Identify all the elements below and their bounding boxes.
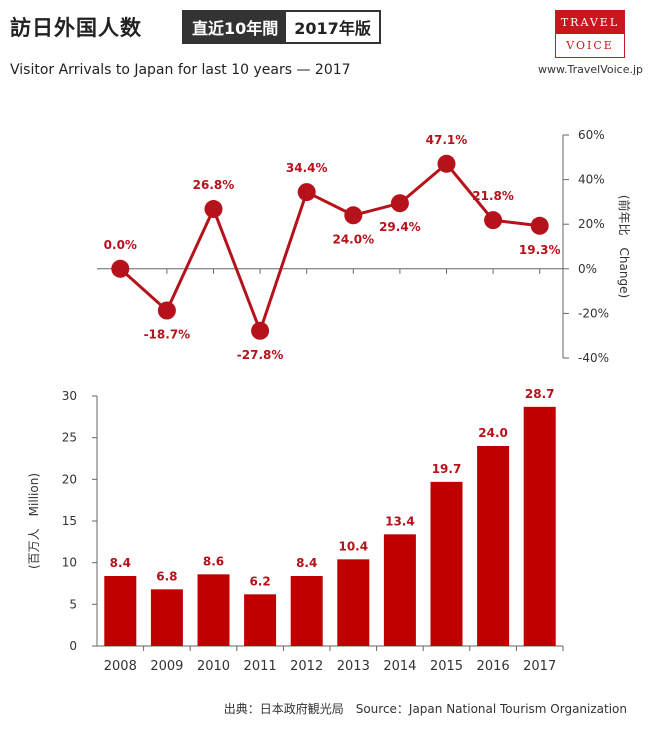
travelvoice-logo: TRAVEL VOICE (555, 10, 625, 58)
arrivals-bar (337, 559, 370, 646)
arrivals-data-label: 6.8 (156, 569, 177, 583)
bar-y-tick-label: 10 (62, 556, 77, 570)
bar-x-tick-label: 2015 (430, 659, 463, 674)
edition-badge-label: 2017年版 (286, 12, 379, 42)
line-y-tick-label: 60% (578, 128, 605, 142)
arrivals-bar (197, 574, 230, 646)
arrivals-data-label: 6.2 (249, 574, 270, 588)
change-series-line (119, 161, 540, 336)
change-data-label: -18.7% (144, 328, 191, 342)
line-y-tick-label: 0% (578, 262, 597, 276)
arrivals-bar (383, 534, 416, 646)
page-title: 訪日外国人数 (10, 16, 142, 40)
arrivals-bar (477, 446, 510, 646)
line-y-tick-label: -20% (578, 306, 609, 320)
bar-x-tick-label: 2012 (290, 659, 323, 674)
bar-x-tick-label: 2010 (197, 659, 230, 674)
bar-x-tick-label: 2014 (383, 659, 416, 674)
change-data-label: -27.8% (237, 348, 284, 362)
bar-x-tick-label: 2011 (244, 659, 277, 674)
bar-y-tick-label: 30 (62, 389, 77, 403)
change-point (204, 200, 223, 219)
period-badge: 直近10年間 2017年版 (182, 10, 381, 44)
arrivals-bar (430, 481, 463, 646)
bar-x-tick-label: 2009 (150, 659, 183, 674)
line-y-axis-label: (前年比 Change) (617, 195, 632, 298)
bar-y-tick-label: 0 (69, 639, 77, 653)
change-data-label: 0.0% (104, 238, 137, 252)
arrivals-bar (104, 576, 137, 646)
bar-y-tick-label: 5 (69, 597, 77, 611)
arrivals-bar (244, 594, 277, 646)
logo-bottom-text: VOICE (566, 38, 614, 52)
change-point (530, 216, 549, 235)
bar-y-tick-label: 15 (62, 514, 77, 528)
change-data-label: 47.1% (426, 133, 468, 147)
source-credit: 出典：日本政府観光局 Source：Japan National Tourism… (223, 702, 627, 716)
change-data-label: 21.8% (472, 189, 514, 203)
arrivals-data-label: 13.4 (385, 514, 415, 528)
bar-x-tick-label: 2016 (477, 659, 510, 674)
change-point (157, 301, 176, 320)
change-data-label: 24.0% (332, 232, 374, 246)
arrivals-data-label: 28.7 (525, 387, 555, 401)
change-data-label: 34.4% (286, 161, 328, 175)
line-y-tick-label: 20% (578, 217, 605, 231)
arrivals-data-label: 19.7 (432, 462, 462, 476)
logo-top-text: TRAVEL (556, 11, 624, 34)
arrivals-bar (523, 406, 556, 646)
arrivals-data-label: 8.6 (203, 554, 224, 568)
arrivals-data-label: 8.4 (296, 556, 317, 570)
change-point (390, 194, 409, 213)
change-point (251, 321, 270, 340)
bar-x-tick-label: 2008 (104, 659, 137, 674)
change-data-label: 19.3% (519, 243, 561, 257)
chart-subtitle: Visitor Arrivals to Japan for last 10 ye… (10, 62, 351, 78)
change-data-label: 26.8% (193, 178, 235, 192)
arrivals-data-label: 24.0 (478, 426, 508, 440)
change-point (484, 211, 503, 230)
arrivals-bar (150, 589, 183, 646)
bar-y-tick-label: 25 (62, 431, 77, 445)
change-point (437, 154, 456, 173)
arrivals-data-label: 10.4 (338, 539, 368, 553)
arrivals-data-label: 8.4 (110, 556, 131, 570)
bar-y-tick-label: 20 (62, 472, 77, 486)
change-point (297, 183, 316, 202)
line-y-tick-label: -40% (578, 351, 609, 365)
arrivals-bar (290, 576, 323, 646)
change-data-label: 29.4% (379, 220, 421, 234)
website-url: www.TravelVoice.jp (538, 63, 643, 76)
change-point (344, 206, 363, 225)
period-badge-label: 直近10年間 (184, 12, 287, 42)
bar-x-tick-label: 2017 (523, 659, 556, 674)
line-y-tick-label: 40% (578, 173, 605, 187)
bar-x-tick-label: 2013 (337, 659, 370, 674)
bar-y-axis-label: (百万人 Million) (27, 473, 41, 569)
change-point (111, 259, 130, 278)
